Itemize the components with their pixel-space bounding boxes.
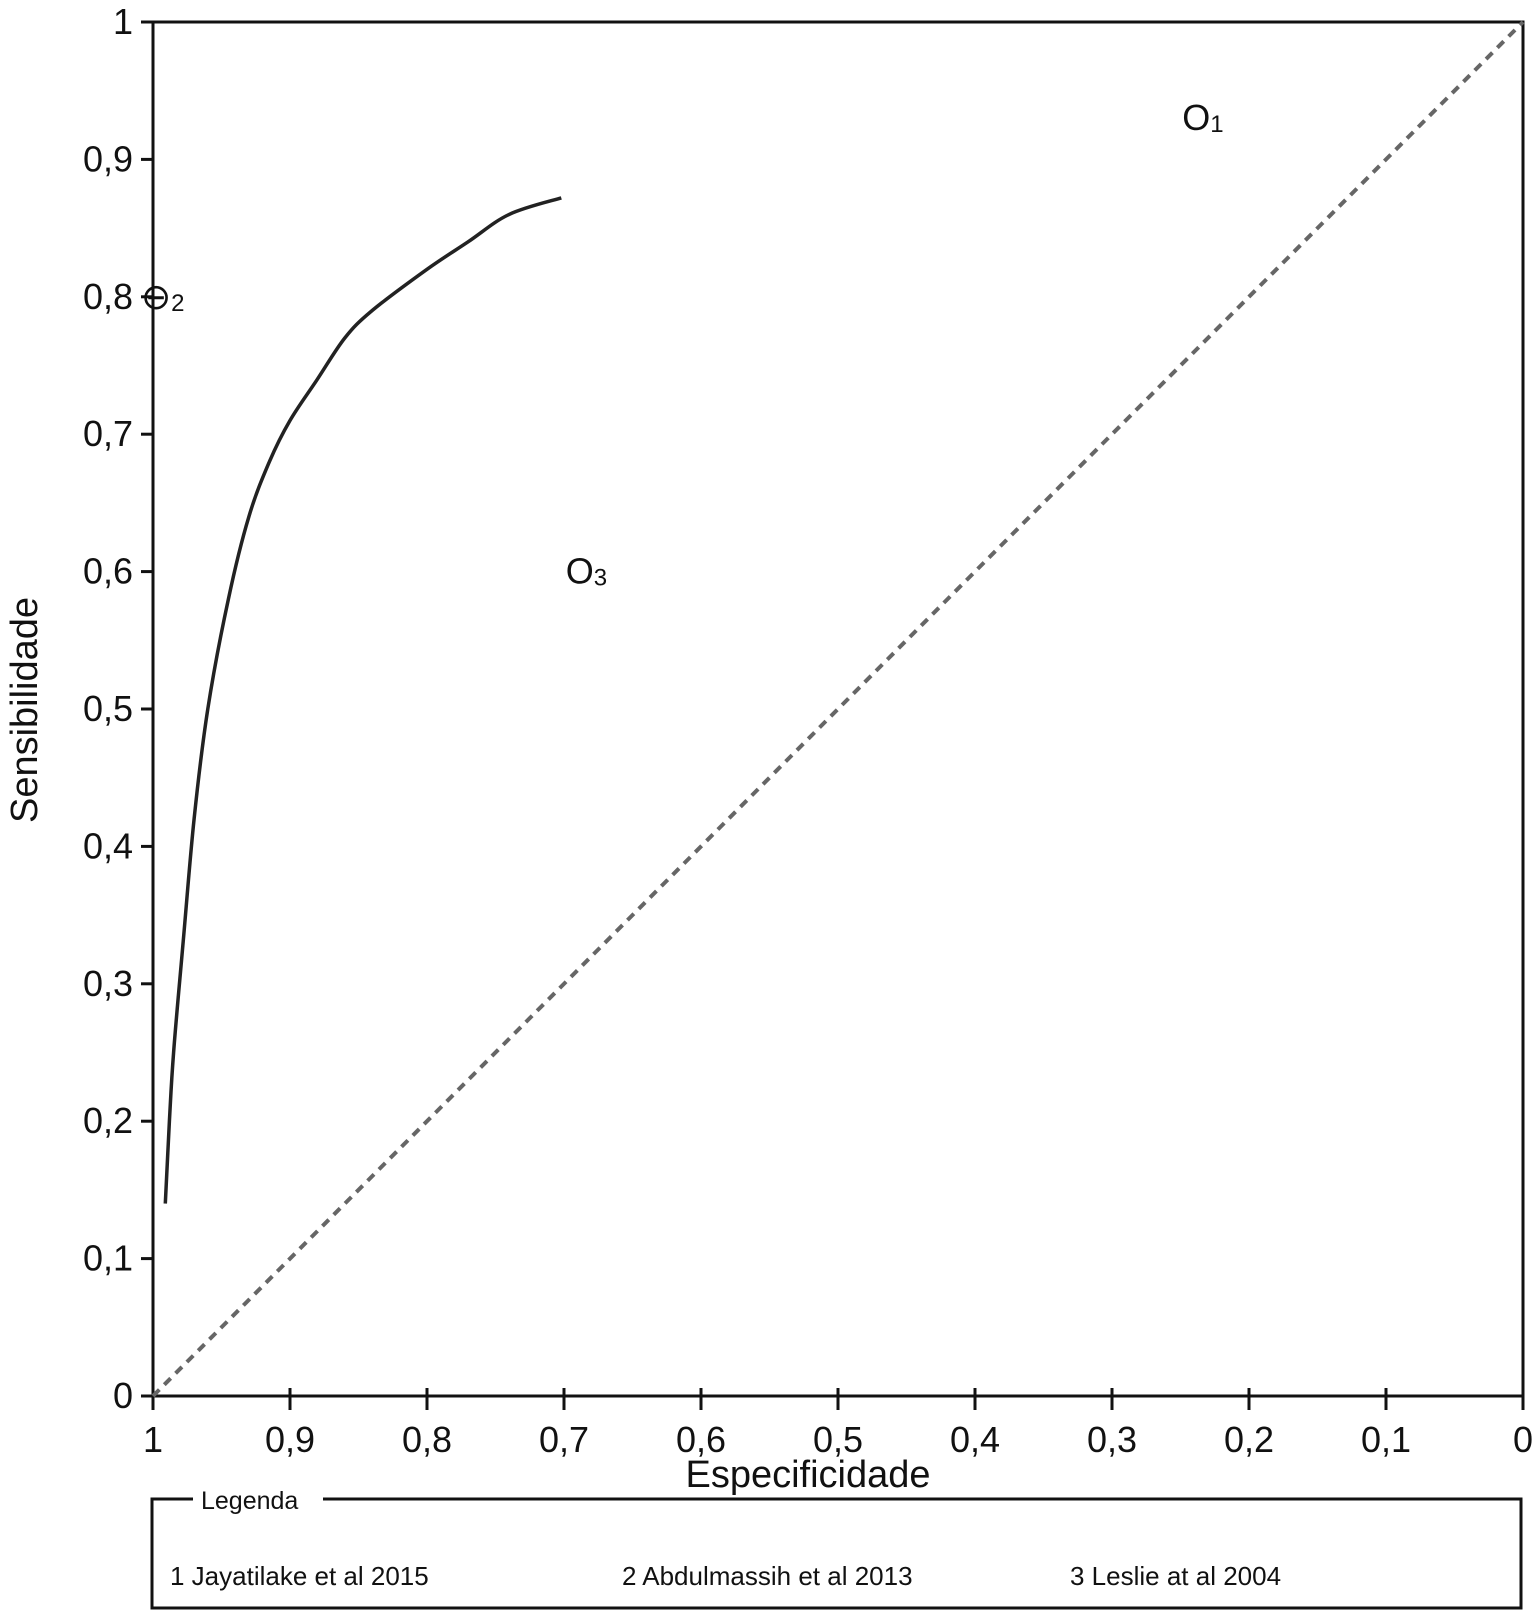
x-tick-label: 0,3: [1087, 1419, 1137, 1460]
y-tick-label: 0,5: [83, 688, 133, 729]
y-tick-label: 0: [113, 1375, 133, 1416]
study-point-label: 3: [594, 565, 607, 592]
y-axis-title: Sensibilidade: [4, 597, 46, 823]
x-tick-label: 0: [1513, 1419, 1533, 1460]
legend-item-2: 2 Abdulmassih et al 2013: [622, 1561, 913, 1591]
y-axis: 0 0,1 0,2 0,3 0,4 0,5 0,6 0,7 0,8 0,9 1: [83, 1, 153, 1416]
x-tick-label: 0,6: [676, 1419, 726, 1460]
x-tick-label: 0,5: [813, 1419, 863, 1460]
study-point-marker: ⊖: [141, 276, 171, 317]
legend-box: [150, 1497, 1523, 1610]
legend: Legenda 1 Jayatilake et al 2015 2 Abdulm…: [150, 1486, 1523, 1610]
y-tick-label: 0,9: [83, 138, 133, 179]
study-point-3: O3: [566, 551, 607, 592]
x-tick-label: 0,9: [265, 1419, 315, 1460]
study-point-label: 2: [171, 290, 184, 317]
x-tick-label: 0,4: [950, 1419, 1000, 1460]
x-axis: 1 0,9 0,8 0,7 0,6 0,5 0,4 0,3 0,2 0,1 0: [143, 1388, 1533, 1460]
y-tick-label: 0,8: [83, 276, 133, 317]
study-point-marker: O: [1182, 97, 1210, 138]
x-tick-label: 0,2: [1224, 1419, 1274, 1460]
legend-title: Legenda: [201, 1487, 298, 1515]
study-points: O1⊖2O3: [141, 97, 1224, 591]
x-tick-label: 0,8: [402, 1419, 452, 1460]
study-point-marker: O: [566, 551, 594, 592]
x-axis-title: Especificidade: [685, 1454, 930, 1496]
legend-item-1: 1 Jayatilake et al 2015: [170, 1561, 429, 1591]
y-tick-label: 1: [113, 1, 133, 42]
study-point-2: ⊖2: [141, 276, 185, 317]
sroc-curve: [163, 196, 562, 1204]
study-point-label: 1: [1210, 111, 1223, 138]
y-tick-label: 0,6: [83, 551, 133, 592]
legend-item-3: 3 Leslie at al 2004: [1070, 1561, 1281, 1591]
reference-diagonal-line: [151, 20, 1525, 1398]
y-tick-label: 0,1: [83, 1238, 133, 1279]
legend-title-backdrop: [193, 1486, 323, 1514]
y-tick-label: 0,2: [83, 1100, 133, 1141]
x-tick-label: 0,1: [1361, 1419, 1411, 1460]
study-point-1: O1: [1182, 97, 1223, 138]
y-tick-label: 0,4: [83, 825, 133, 866]
y-tick-label: 0,3: [83, 963, 133, 1004]
y-tick-label: 0,7: [83, 413, 133, 454]
x-tick-label: 1: [143, 1419, 163, 1460]
x-tick-label: 0,7: [539, 1419, 589, 1460]
